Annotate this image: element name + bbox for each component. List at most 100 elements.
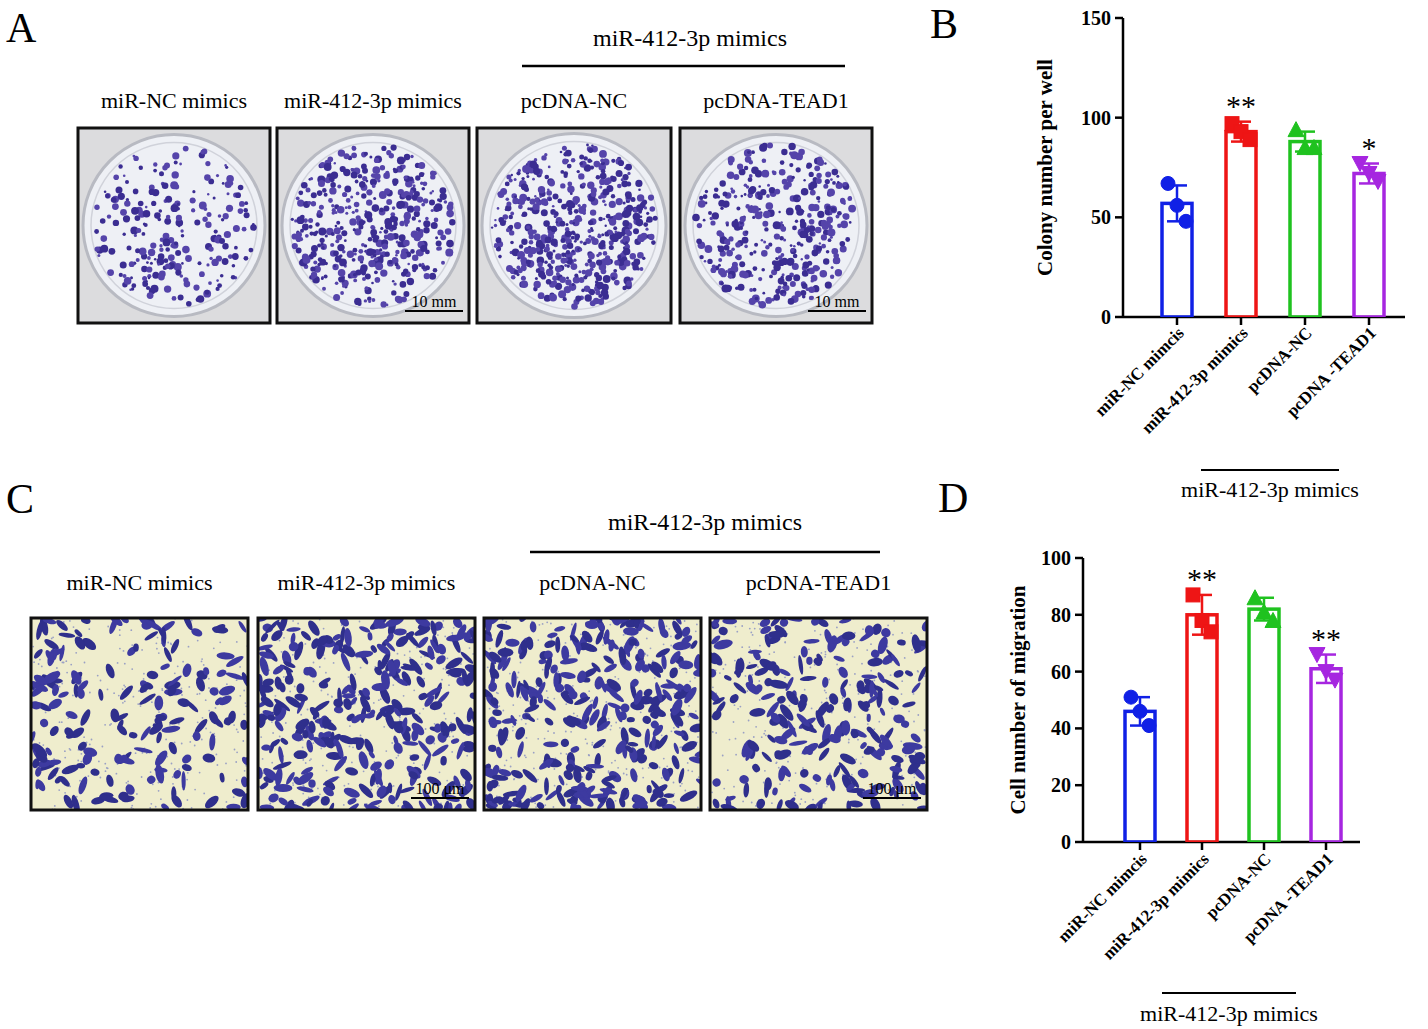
colony [157, 263, 160, 266]
colony [579, 154, 584, 159]
colony [397, 157, 405, 165]
colony [847, 196, 852, 201]
colony [97, 254, 100, 257]
colony [781, 258, 788, 265]
colony [374, 173, 381, 180]
colony [635, 180, 642, 187]
colony [219, 238, 225, 244]
colony [591, 264, 595, 268]
colony [773, 294, 780, 301]
colony [793, 254, 798, 259]
cell [212, 622, 227, 634]
colony [767, 184, 770, 187]
pore [89, 744, 91, 746]
colony [184, 281, 191, 288]
colony [216, 279, 219, 282]
colony [200, 150, 205, 155]
colony [198, 261, 202, 265]
colony [626, 181, 631, 186]
colony [555, 266, 561, 272]
colony [567, 164, 572, 169]
colony [372, 204, 380, 212]
pore [119, 648, 121, 650]
colony [506, 265, 513, 272]
cell [78, 689, 85, 699]
colony [340, 291, 344, 295]
colony [820, 270, 828, 278]
colony [632, 264, 638, 270]
colony [407, 278, 414, 285]
colony [798, 197, 801, 200]
colony [509, 225, 513, 229]
colony [560, 183, 565, 188]
colony [228, 181, 233, 186]
colony [738, 284, 745, 291]
colony [534, 234, 541, 241]
colony [517, 251, 525, 259]
colony [765, 297, 772, 304]
pore [205, 728, 207, 730]
colony [360, 264, 367, 271]
colony [170, 244, 174, 248]
colony [601, 169, 606, 174]
colony [549, 294, 557, 302]
photo [277, 128, 469, 323]
colony [527, 260, 534, 267]
colony [789, 152, 793, 156]
colony [609, 245, 614, 250]
colony [414, 234, 421, 241]
colony [159, 171, 164, 176]
colony [175, 270, 181, 276]
colony [572, 222, 575, 225]
pore [242, 740, 244, 742]
colony [347, 205, 351, 209]
colony [191, 208, 195, 212]
colony [624, 260, 631, 267]
cell [54, 618, 69, 633]
colony [129, 261, 135, 267]
colony [521, 184, 528, 191]
colony [494, 245, 497, 248]
colony [745, 156, 752, 163]
pore [182, 661, 184, 663]
photo-frame [78, 128, 270, 323]
colony [650, 206, 656, 212]
cell [216, 652, 235, 660]
colony [536, 241, 544, 249]
colony [364, 299, 367, 302]
colony [356, 215, 361, 220]
cell [168, 716, 185, 726]
colony [367, 248, 375, 256]
colony [400, 252, 407, 259]
figure: AmiR-412-3p mimicsmiR-NC mimicsmiR-412-3… [0, 0, 1428, 1029]
image-label: miR-NC mimics [66, 570, 212, 595]
colony [833, 253, 839, 259]
colony [560, 221, 566, 227]
colony [614, 260, 620, 266]
cell [161, 725, 181, 734]
colony [646, 212, 649, 215]
colony [313, 261, 317, 265]
colony [346, 198, 351, 203]
colony [762, 221, 768, 227]
colony [780, 160, 785, 165]
colony [755, 297, 759, 301]
colony [334, 265, 337, 268]
colony [590, 209, 596, 215]
pore [157, 637, 159, 639]
colony [183, 146, 189, 152]
colony [581, 289, 585, 293]
colony [238, 208, 244, 214]
colony [194, 219, 200, 225]
colony [546, 190, 552, 196]
colony [585, 269, 592, 276]
colony [205, 161, 210, 166]
colony [214, 230, 218, 234]
pore [45, 712, 47, 714]
colony [586, 144, 589, 147]
colony [522, 165, 530, 173]
colony [708, 211, 712, 215]
colony [536, 248, 543, 255]
cell [104, 662, 117, 679]
colony [804, 254, 809, 259]
